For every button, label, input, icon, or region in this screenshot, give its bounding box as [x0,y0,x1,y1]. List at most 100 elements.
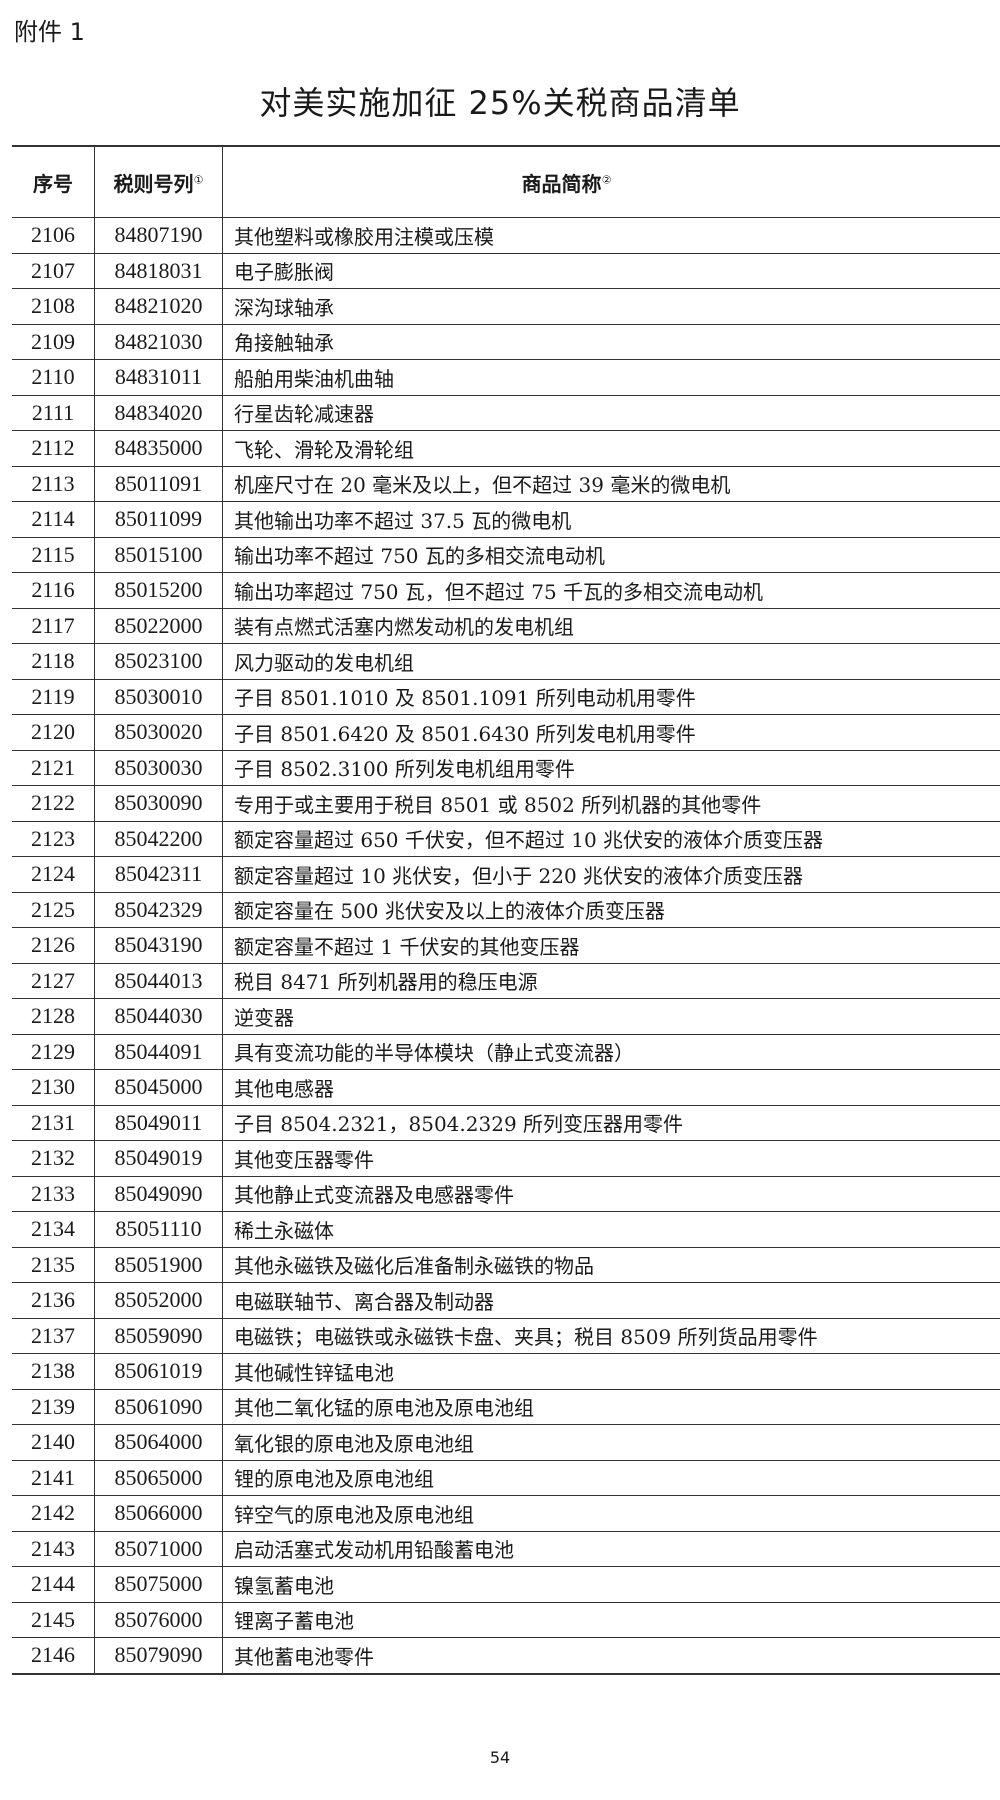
goods-name-cell: 装有点燃式活塞内燃发动机的发电机组 [222,608,1000,644]
tariff-code-cell: 85011091 [94,466,223,502]
goods-name-cell: 飞轮、滑轮及滑轮组 [222,430,1000,467]
serial-cell: 2113 [12,466,95,502]
serial-cell: 2133 [12,1176,95,1212]
table-row: 2133 85049090 其他静止式变流器及电感器零件 [12,1176,1000,1212]
serial-cell: 2129 [12,1034,95,1070]
table-row: 2128 85044030 逆变器 [12,998,1000,1035]
serial-cell: 2140 [12,1424,95,1461]
serial-cell: 2125 [12,892,95,928]
goods-name-cell: 其他碱性锌锰电池 [222,1353,1000,1390]
tariff-code-cell: 85049019 [94,1140,223,1177]
header-serial: 序号 [12,145,95,218]
tariff-code-cell: 85044013 [94,963,223,999]
table-row: 2115 85015100 输出功率不超过 750 瓦的多相交流电动机 [12,537,1000,573]
serial-cell: 2131 [12,1105,95,1141]
serial-cell: 2132 [12,1140,95,1177]
table-row: 2116 85015200 输出功率超过 750 瓦，但不超过 75 千瓦的多相交流… [12,572,1000,609]
table-row: 2113 85011091 机座尺寸在 20 毫米及以上，但不超过 39 毫米的微电… [12,466,1000,502]
tariff-code-cell: 85042311 [94,856,223,893]
serial-cell: 2109 [12,324,95,360]
table-row: 2138 85061019 其他碱性锌锰电池 [12,1353,1000,1390]
serial-cell: 2145 [12,1602,95,1638]
table-row: 2134 85051110 稀土永磁体 [12,1211,1000,1248]
goods-name-cell: 额定容量超过 10 兆伏安，但小于 220 兆伏安的液体介质变压器 [222,856,1000,893]
table-row: 2145 85076000 锂离子蓄电池 [12,1602,1000,1638]
goods-name-cell: 输出功率超过 750 瓦，但不超过 75 千瓦的多相交流电动机 [222,572,1000,609]
goods-name-cell: 额定容量在 500 兆伏安及以上的液体介质变压器 [222,892,1000,928]
table-row: 2124 85042311 额定容量超过 10 兆伏安，但小于 220 兆伏安的液体… [12,856,1000,893]
table-row: 2137 85059090 电磁铁；电磁铁或永磁铁卡盘、夹具；税目 8509 所列货… [12,1318,1000,1354]
tariff-code-cell: 84831011 [94,359,223,396]
serial-cell: 2107 [12,253,95,289]
attachment-label: 附件 1 [14,18,85,46]
table-row: 2122 85030090 专用于或主要用于税目 8501 或 8502 所列机器的… [12,785,1000,822]
table-header-row: 序号 税则号列① 商品简称② [12,145,1000,218]
tariff-code-cell: 85015200 [94,572,223,609]
header-tariff-code: 税则号列① [94,145,223,218]
tariff-code-cell: 85045000 [94,1069,223,1106]
tariff-code-cell: 85023100 [94,643,223,680]
tariff-code-cell: 85044091 [94,1034,223,1070]
tariff-code-cell: 85071000 [94,1531,223,1567]
table-row: 2141 85065000 锂的原电池及原电池组 [12,1460,1000,1496]
goods-name-cell: 输出功率不超过 750 瓦的多相交流电动机 [222,537,1000,573]
goods-name-cell: 专用于或主要用于税目 8501 或 8502 所列机器的其他零件 [222,785,1000,822]
serial-cell: 2143 [12,1531,95,1567]
table-row: 2109 84821030 角接触轴承 [12,324,1000,360]
serial-cell: 2137 [12,1318,95,1354]
tariff-code-cell: 85042200 [94,821,223,857]
tariff-code-cell: 85066000 [94,1495,223,1532]
table-row: 2118 85023100 风力驱动的发电机组 [12,643,1000,680]
tariff-code-cell: 85049011 [94,1105,223,1141]
serial-cell: 2141 [12,1460,95,1496]
table-row: 2121 85030030 子目 8502.3100 所列发电机组用零件 [12,750,1000,786]
tariff-code-cell: 84834020 [94,395,223,431]
tariff-code-cell: 85030010 [94,679,223,715]
serial-cell: 2115 [12,537,95,573]
goods-name-cell: 角接触轴承 [222,324,1000,360]
tariff-code-cell: 85011099 [94,501,223,538]
tariff-code-cell: 85030090 [94,785,223,822]
table-row: 2135 85051900 其他永磁铁及磁化后准备制永磁铁的物品 [12,1247,1000,1283]
tariff-code-cell: 85052000 [94,1282,223,1319]
table-row: 2142 85066000 锌空气的原电池及原电池组 [12,1495,1000,1532]
goods-name-cell: 其他二氧化锰的原电池及原电池组 [222,1389,1000,1425]
goods-name-cell: 锂的原电池及原电池组 [222,1460,1000,1496]
table-row: 2108 84821020 深沟球轴承 [12,288,1000,325]
serial-cell: 2134 [12,1211,95,1248]
table-row: 2136 85052000 电磁联轴节、离合器及制动器 [12,1282,1000,1319]
tariff-goods-table: 序号 税则号列① 商品简称② 2106 84807190 其他塑料或橡胶用注模或压模… [12,145,1000,1675]
table-row: 2140 85064000 氧化银的原电池及原电池组 [12,1424,1000,1461]
tariff-code-cell: 85061019 [94,1353,223,1390]
serial-cell: 2130 [12,1069,95,1106]
tariff-code-cell: 85079090 [94,1637,223,1675]
goods-name-cell: 具有变流功能的半导体模块（静止式变流器） [222,1034,1000,1070]
table-row: 2125 85042329 额定容量在 500 兆伏安及以上的液体介质变压器 [12,892,1000,928]
tariff-code-cell: 85049090 [94,1176,223,1212]
header-note: ② [601,172,612,186]
tariff-code-cell: 85044030 [94,998,223,1035]
table-row: 2111 84834020 行星齿轮减速器 [12,395,1000,431]
tariff-code-cell: 84818031 [94,253,223,289]
goods-name-cell: 子目 8501.1010 及 8501.1091 所列电动机用零件 [222,679,1000,715]
serial-cell: 2106 [12,217,95,254]
goods-name-cell: 电子膨胀阀 [222,253,1000,289]
tariff-code-cell: 85075000 [94,1566,223,1603]
serial-cell: 2139 [12,1389,95,1425]
tariff-code-cell: 85030020 [94,714,223,751]
tariff-code-cell: 84807190 [94,217,223,254]
serial-cell: 2120 [12,714,95,751]
table-row: 2132 85049019 其他变压器零件 [12,1140,1000,1177]
table-row: 2127 85044013 税目 8471 所列机器用的稳压电源 [12,963,1000,999]
goods-name-cell: 其他静止式变流器及电感器零件 [222,1176,1000,1212]
goods-name-cell: 风力驱动的发电机组 [222,643,1000,680]
goods-name-cell: 其他蓄电池零件 [222,1637,1000,1675]
goods-name-cell: 其他变压器零件 [222,1140,1000,1177]
table-row: 2120 85030020 子目 8501.6420 及 8501.6430 所列发… [12,714,1000,751]
goods-name-cell: 镍氢蓄电池 [222,1566,1000,1603]
serial-cell: 2108 [12,288,95,325]
serial-cell: 2112 [12,430,95,467]
table-row: 2110 84831011 船舶用柴油机曲轴 [12,359,1000,396]
serial-cell: 2127 [12,963,95,999]
table-row: 2107 84818031 电子膨胀阀 [12,253,1000,289]
